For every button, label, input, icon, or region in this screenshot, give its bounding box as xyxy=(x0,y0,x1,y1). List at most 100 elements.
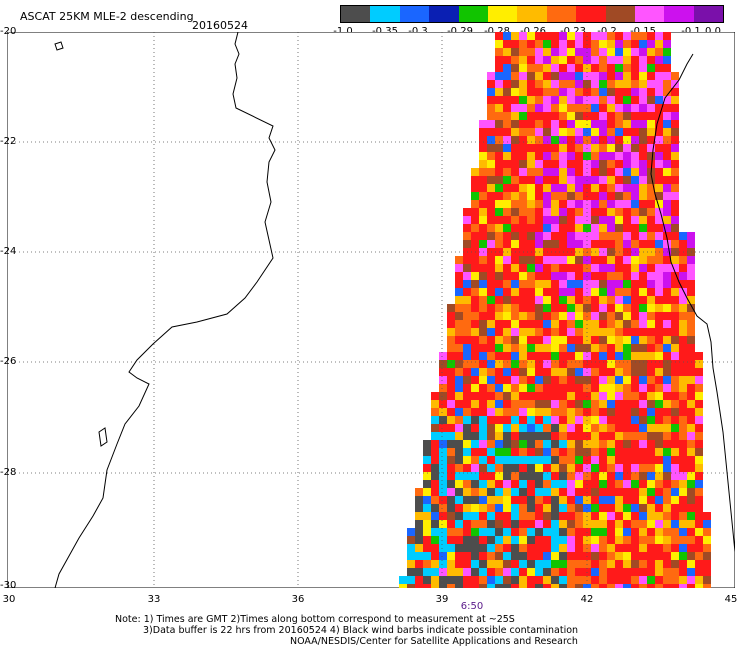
swath-cell xyxy=(695,384,703,392)
swath-cell xyxy=(519,168,527,176)
swath-cell xyxy=(607,376,615,384)
swath-cell xyxy=(527,256,535,264)
swath-cell xyxy=(519,472,527,480)
swath-cell xyxy=(543,160,551,168)
swath-cell xyxy=(511,576,519,584)
swath-cell xyxy=(687,440,695,448)
swath-cell xyxy=(607,112,615,120)
swath-cell xyxy=(463,400,471,408)
swath-cell xyxy=(559,296,567,304)
island-outline-2 xyxy=(54,41,64,51)
swath-cell xyxy=(663,424,671,432)
swath-cell xyxy=(639,184,647,192)
swath-cell xyxy=(543,408,551,416)
swath-cell xyxy=(511,504,519,512)
swath-cell xyxy=(415,520,423,528)
swath-cell xyxy=(551,320,559,328)
swath-cell xyxy=(671,496,679,504)
swath-cell xyxy=(615,456,623,464)
swath-cell xyxy=(639,560,647,568)
swath-cell xyxy=(503,552,511,560)
swath-cell xyxy=(647,576,655,584)
swath-cell xyxy=(487,320,495,328)
swath-cell xyxy=(463,344,471,352)
swath-cell xyxy=(511,176,519,184)
swath-cell xyxy=(591,488,599,496)
swath-cell xyxy=(519,40,527,48)
longitude-label: 36 xyxy=(291,594,305,605)
swath-cell xyxy=(567,48,575,56)
swath-cell xyxy=(471,192,479,200)
swath-cell xyxy=(495,304,503,312)
swath-cell xyxy=(639,40,647,48)
swath-cell xyxy=(591,152,599,160)
swath-cell xyxy=(623,152,631,160)
swath-cell xyxy=(607,360,615,368)
swath-cell xyxy=(535,496,543,504)
swath-cell xyxy=(599,408,607,416)
swath-cell xyxy=(559,256,567,264)
swath-cell xyxy=(639,288,647,296)
swath-cell xyxy=(575,224,583,232)
swath-cell xyxy=(543,344,551,352)
swath-cell xyxy=(631,48,639,56)
swath-cell xyxy=(631,424,639,432)
swath-cell xyxy=(631,496,639,504)
swath-cell xyxy=(663,88,671,96)
swath-cell xyxy=(671,232,679,240)
swath-cell xyxy=(463,480,471,488)
swath-cell xyxy=(615,40,623,48)
swath-cell xyxy=(527,472,535,480)
swath-cell xyxy=(503,32,511,40)
swath-cell xyxy=(599,32,607,40)
swath-cell xyxy=(535,448,543,456)
swath-cell xyxy=(607,152,615,160)
swath-cell xyxy=(615,504,623,512)
swath-cell xyxy=(535,160,543,168)
swath-cell xyxy=(615,376,623,384)
swath-cell xyxy=(471,584,479,588)
swath-cell xyxy=(479,400,487,408)
swath-cell xyxy=(679,472,687,480)
swath-cell xyxy=(695,544,703,552)
swath-cell xyxy=(423,584,431,588)
swath-cell xyxy=(615,48,623,56)
swath-cell xyxy=(687,464,695,472)
longitude-label: 33 xyxy=(147,594,161,605)
swath-cell xyxy=(591,48,599,56)
swath-cell xyxy=(543,552,551,560)
swath-cell xyxy=(551,480,559,488)
swath-cell xyxy=(615,96,623,104)
swath-cell xyxy=(527,296,535,304)
swath-cell xyxy=(647,240,655,248)
swath-cell xyxy=(447,312,455,320)
swath-cell xyxy=(639,584,647,588)
swath-cell xyxy=(631,568,639,576)
swath-cell xyxy=(447,504,455,512)
swath-cell xyxy=(495,400,503,408)
swath-cell xyxy=(607,368,615,376)
swath-cell xyxy=(447,392,455,400)
swath-cell xyxy=(407,568,415,576)
swath-cell xyxy=(559,104,567,112)
swath-cell xyxy=(647,72,655,80)
swath-cell xyxy=(495,552,503,560)
swath-cell xyxy=(687,536,695,544)
swath-cell xyxy=(543,568,551,576)
swath-cell xyxy=(551,48,559,56)
swath-cell xyxy=(599,136,607,144)
swath-cell xyxy=(535,512,543,520)
swath-cell xyxy=(559,376,567,384)
swath-cell xyxy=(671,120,679,128)
swath-cell xyxy=(471,272,479,280)
swath-cell xyxy=(591,136,599,144)
swath-cell xyxy=(631,144,639,152)
swath-cell xyxy=(439,512,447,520)
swath-cell xyxy=(679,256,687,264)
swath-cell xyxy=(639,360,647,368)
swath-cell xyxy=(559,304,567,312)
swath-cell xyxy=(623,448,631,456)
swath-cell xyxy=(639,64,647,72)
swath-cell xyxy=(511,216,519,224)
swath-cell xyxy=(703,576,711,584)
